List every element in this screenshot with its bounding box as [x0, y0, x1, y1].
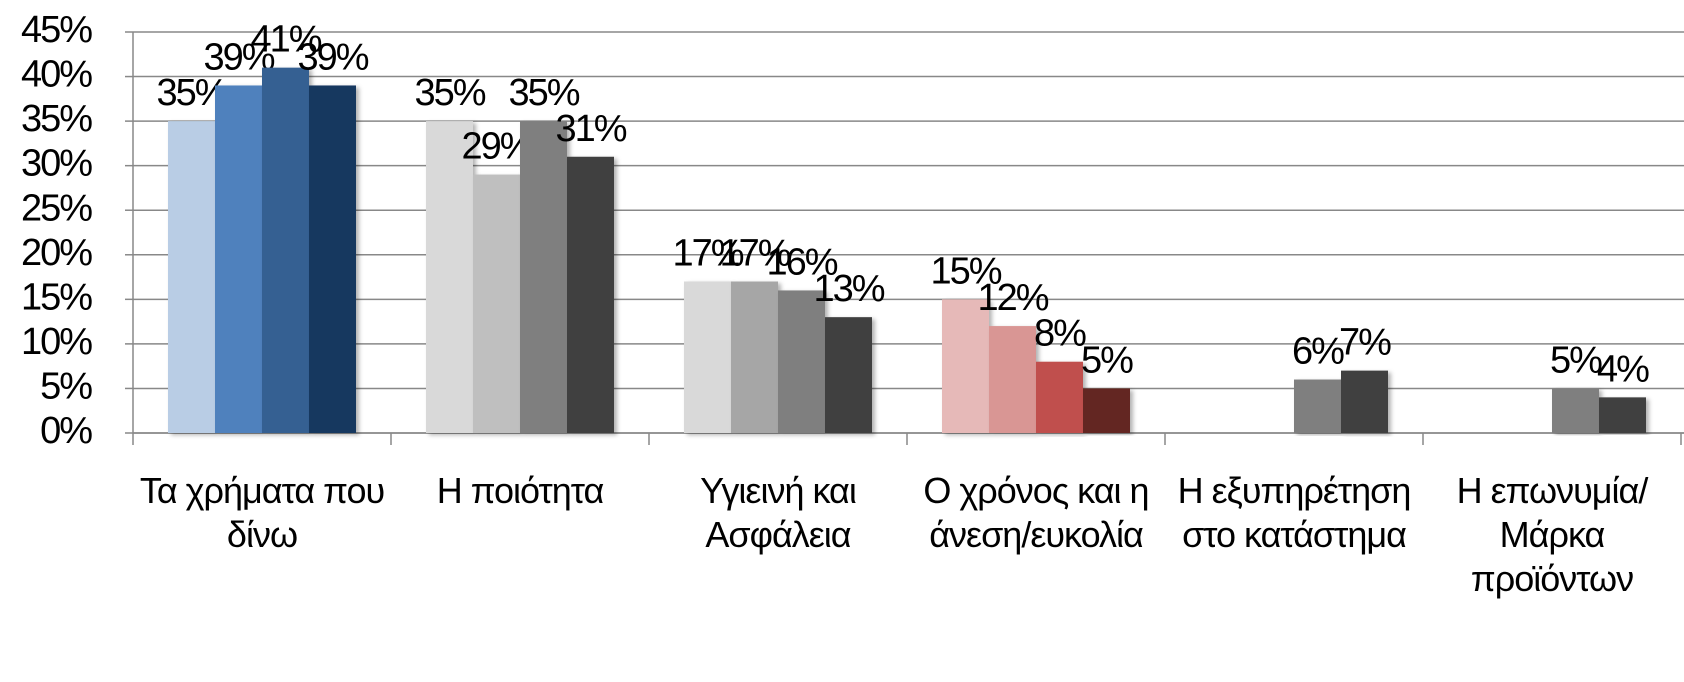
data-label: 13%	[813, 268, 884, 310]
y-tick-label: 25%	[21, 187, 92, 229]
bar	[215, 85, 262, 433]
bar	[1036, 361, 1083, 433]
data-label: 17%	[719, 233, 790, 275]
bar	[567, 156, 614, 433]
data-label: 31%	[555, 108, 626, 150]
y-tick-label: 15%	[21, 276, 92, 318]
bar	[1294, 379, 1341, 433]
bar	[684, 281, 731, 433]
bar	[731, 281, 778, 433]
data-label: 41%	[250, 19, 321, 61]
bar	[1083, 388, 1130, 433]
data-label: 6%	[1292, 331, 1344, 373]
bar	[942, 299, 989, 433]
data-label: 5%	[1550, 339, 1602, 381]
x-tick-label: Η ποιότητα	[436, 470, 605, 511]
data-label: 16%	[766, 241, 837, 283]
bar	[309, 85, 356, 433]
bar	[989, 326, 1036, 433]
data-label: 8%	[1034, 313, 1086, 355]
data-label: 12%	[977, 277, 1048, 319]
y-tick-label: 40%	[21, 54, 92, 96]
bar	[778, 290, 825, 433]
y-tick-label: 20%	[21, 232, 92, 274]
bar	[1341, 370, 1388, 433]
bar	[825, 317, 872, 433]
data-label: 7%	[1339, 322, 1391, 364]
y-tick-label: 0%	[40, 410, 92, 452]
data-label: 35%	[414, 72, 485, 114]
bar	[426, 121, 473, 433]
x-tick-label: Η εξυπηρέτηση στο κατάστημα	[1177, 470, 1412, 555]
y-tick-label: 45%	[21, 9, 92, 51]
bar	[168, 121, 215, 433]
bar	[520, 121, 567, 433]
bar	[1552, 388, 1599, 433]
x-tick-label: Ο χρόνος και η άνεση/ευκολία	[923, 470, 1149, 555]
data-label: 4%	[1597, 348, 1649, 390]
bar	[262, 67, 309, 434]
data-label: 35%	[508, 72, 579, 114]
y-tick-label: 5%	[40, 365, 92, 407]
x-tick-label: Υγιεινή και Ασφάλεια	[700, 470, 857, 555]
x-tick-label: Η επωνυμία/ Μάρκα προϊόντων	[1456, 470, 1649, 599]
data-label: 5%	[1081, 339, 1133, 381]
data-label: 15%	[930, 250, 1001, 292]
bar	[473, 174, 520, 434]
data-label: 39%	[297, 36, 368, 78]
x-tick-label: Τα χρήματα που δίνω	[139, 470, 385, 555]
y-tick-label: 35%	[21, 98, 92, 140]
y-tick-label: 10%	[21, 321, 92, 363]
bar	[1599, 397, 1646, 433]
data-label: 17%	[672, 233, 743, 275]
y-tick-label: 30%	[21, 143, 92, 185]
